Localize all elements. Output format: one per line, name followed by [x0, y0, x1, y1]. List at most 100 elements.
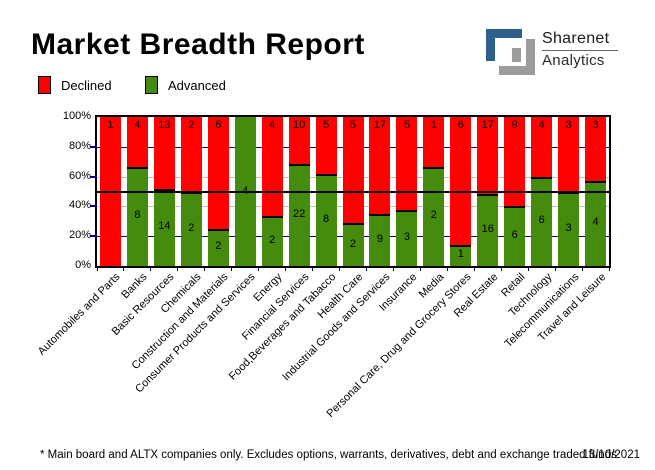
footnote-text: * Main board and ALTX companies only. Ex… — [40, 449, 617, 461]
declined-value-label: 3 — [592, 119, 599, 131]
logo-shape-gray-inner — [512, 48, 521, 62]
chart-plot-area: 1 4 8 13 14 2 2 6 2 4 4 2 10 22 5 8 5 2 17 9 5 3 1 2 6 1 17 16 9 6 4 6 3… — [95, 115, 611, 268]
declined-value-label: 3 — [565, 119, 572, 131]
y-axis-label-40: 40% — [68, 199, 91, 212]
advanced-segment — [288, 163, 310, 266]
advanced-value-label: 8 — [322, 213, 330, 226]
bar-basic-resources — [153, 117, 175, 266]
declined-segment — [504, 117, 526, 207]
bar-chemicals — [180, 117, 202, 266]
x-axis-tick — [150, 268, 152, 271]
declined-value-label: 17 — [373, 119, 387, 131]
declined-segment — [450, 117, 472, 245]
advanced-value-label: 3 — [403, 231, 410, 244]
logo-name: Sharenet — [542, 30, 610, 47]
declined-value-label: 10 — [292, 119, 306, 131]
legend-item-advanced: Advanced — [145, 76, 226, 94]
declined-value-label: 5 — [322, 119, 330, 131]
y-axis-tick-60 — [90, 175, 97, 178]
x-axis-tick — [554, 268, 556, 271]
y-axis-tick-80 — [90, 145, 97, 148]
logo-divider — [542, 50, 618, 51]
declined-value-label: 1 — [107, 119, 114, 131]
advanced-value-label: 2 — [188, 221, 195, 234]
declined-value-label: 5 — [403, 119, 410, 131]
advanced-value-label: 1 — [457, 248, 464, 261]
declined-value-label: 13 — [158, 119, 171, 131]
bar-real-estate — [477, 117, 499, 266]
x-axis-tick — [312, 268, 314, 271]
declined-value-label: 4 — [538, 119, 545, 131]
advanced-value-label: 22 — [292, 207, 306, 220]
x-axis-tick — [96, 268, 98, 271]
bar-insurance — [396, 117, 418, 266]
x-axis-tick — [285, 268, 287, 271]
legend-declined-label: Declined — [61, 77, 112, 93]
x-axis-tick — [419, 268, 421, 271]
declined-value-label: 2 — [188, 119, 195, 131]
x-axis-tick — [608, 268, 610, 271]
advanced-segment — [261, 216, 283, 266]
advanced-segment — [477, 193, 499, 266]
declined-value-label: 9 — [511, 119, 518, 131]
advanced-segment — [504, 206, 526, 266]
bar-construction-and-materials — [207, 117, 229, 266]
x-axis-tick — [581, 268, 583, 271]
logo-shape-blue-top — [486, 29, 522, 38]
declined-value-label: 17 — [481, 119, 494, 131]
declined-segment — [342, 117, 364, 224]
advanced-segment — [315, 174, 337, 266]
advanced-segment — [531, 176, 553, 266]
bar-financial-services — [288, 117, 310, 266]
advanced-value-label: 2 — [269, 234, 276, 247]
page-title: Market Breadth Report — [31, 28, 365, 61]
declined-segment — [369, 117, 391, 215]
x-axis-tick — [258, 268, 260, 271]
sharenet-logo-icon — [486, 29, 536, 75]
advanced-swatch-icon — [145, 76, 158, 94]
x-axis-tick — [527, 268, 529, 271]
declined-segment — [288, 117, 310, 164]
y-axis-label-100: 100% — [62, 110, 91, 122]
advanced-value-label: 2 — [430, 209, 437, 222]
advanced-value-label: 8 — [134, 209, 141, 222]
declined-value-label: 4 — [269, 119, 276, 131]
advanced-value-label: 6 — [538, 214, 545, 227]
advanced-segment — [396, 210, 418, 266]
declined-segment — [585, 117, 607, 181]
declined-value-label: 4 — [134, 119, 141, 131]
logo-shape-gray-bottom — [499, 66, 535, 75]
declined-segment — [531, 117, 553, 177]
x-axis-tick — [339, 268, 341, 271]
logo-shape-blue-left — [486, 29, 495, 61]
advanced-segment — [585, 180, 607, 266]
declined-segment — [477, 117, 499, 194]
x-axis-tick — [473, 268, 475, 271]
legend-item-declined: Declined — [38, 76, 112, 94]
y-axis-label-20: 20% — [68, 229, 91, 242]
bar-telecommunications — [558, 117, 580, 266]
y-axis-label-60: 60% — [68, 169, 91, 182]
y-axis-label-0: 0% — [75, 259, 91, 271]
advanced-value-label: 14 — [158, 220, 171, 233]
declined-segment — [126, 117, 148, 167]
logo-subtitle: Analytics — [542, 52, 605, 69]
bar-food-beverages-and-tabacco — [315, 117, 337, 266]
advanced-segment — [369, 214, 391, 266]
x-axis-tick — [500, 268, 502, 271]
x-axis-tick — [204, 268, 206, 271]
bar-health-care — [342, 117, 364, 266]
advanced-value-label: 9 — [376, 233, 383, 246]
y-axis-tick-40 — [90, 205, 97, 208]
logo-text: Sharenet Analytics — [542, 30, 620, 69]
bar-technology — [531, 117, 553, 266]
declined-value-label: 1 — [430, 119, 437, 131]
advanced-value-label: 3 — [565, 221, 572, 234]
x-axis-tick — [123, 268, 125, 271]
bar-industrial-goods-and-services — [369, 117, 391, 266]
declined-value-label: 5 — [349, 119, 357, 131]
y-axis-tick-20 — [90, 235, 97, 238]
declined-segment — [558, 117, 580, 192]
declined-segment — [423, 117, 445, 167]
